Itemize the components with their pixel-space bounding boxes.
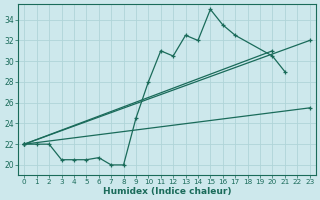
- X-axis label: Humidex (Indice chaleur): Humidex (Indice chaleur): [103, 187, 231, 196]
